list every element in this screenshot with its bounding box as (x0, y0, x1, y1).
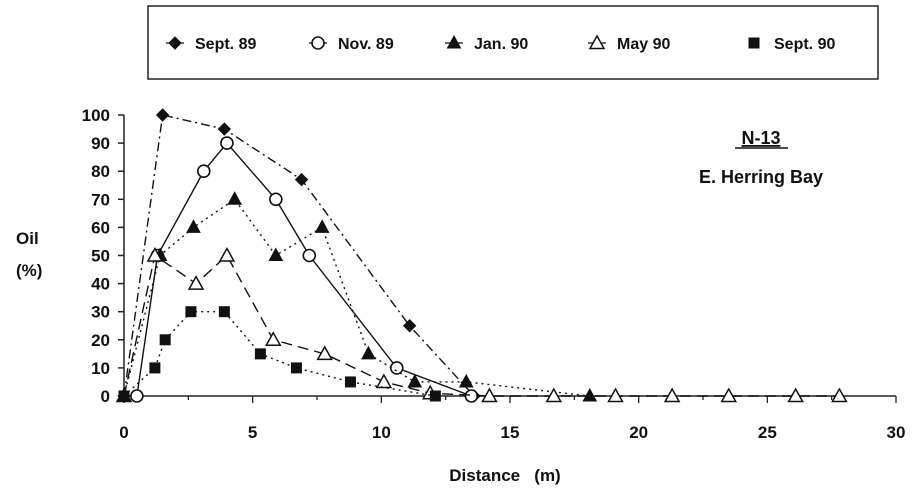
data-point (458, 373, 474, 388)
series-line (136, 142, 472, 397)
data-point (187, 275, 205, 290)
data-point (344, 376, 356, 388)
y-tick-label: 60 (91, 218, 110, 237)
x-tick-label: 30 (887, 423, 906, 442)
series-layer (115, 108, 848, 403)
y-tick-label: 90 (91, 134, 110, 153)
legend-item: Sept. 89 (166, 36, 256, 53)
data-point (429, 390, 441, 402)
series-may-90 (115, 246, 848, 403)
x-tick-label: 5 (248, 423, 257, 442)
x-tick-label: 0 (119, 423, 128, 442)
data-point (720, 387, 738, 403)
legend-marker (311, 36, 325, 50)
x-axis-ticks: 0 5 10 15 20 25 30 (119, 396, 905, 442)
x-tick-label: 25 (758, 423, 777, 442)
legend-item: Sept. 90 (748, 36, 835, 53)
data-point (481, 387, 498, 403)
data-point (159, 334, 171, 346)
series-line (123, 114, 475, 397)
y-axis-label-line-1: Oil (16, 229, 39, 248)
x-tick-label: 20 (629, 423, 648, 442)
data-point (361, 345, 376, 360)
data-point (268, 247, 284, 261)
legend-label: Sept. 90 (774, 36, 835, 53)
data-point (831, 387, 848, 403)
series-line (123, 254, 840, 397)
series-jan-90 (116, 191, 598, 402)
y-tick-label: 20 (91, 331, 110, 350)
y-tick-label: 70 (91, 190, 110, 209)
y-tick-label: 80 (91, 162, 110, 181)
data-point (407, 373, 423, 388)
y-tick-label: 0 (101, 387, 110, 406)
data-point (186, 219, 201, 233)
legend: Sept. 89 Nov. 89 Jan. 90 May 90 Sept. 90 (166, 34, 835, 53)
data-point (254, 348, 266, 360)
legend-label: Sept. 89 (195, 36, 256, 53)
data-point (316, 345, 333, 361)
station-annotation: N-13 (741, 128, 780, 148)
x-tick-label: 10 (372, 423, 391, 442)
y-tick-label: 40 (91, 275, 110, 294)
data-point (149, 362, 161, 374)
data-point (290, 362, 302, 374)
y-tick-label: 30 (91, 303, 110, 322)
data-point (787, 387, 804, 403)
data-point (375, 373, 393, 389)
data-point (302, 248, 317, 263)
data-point (185, 306, 197, 318)
legend-marker (748, 37, 760, 49)
data-point (217, 122, 232, 136)
y-tick-label: 10 (91, 359, 110, 378)
data-point (218, 306, 230, 318)
data-point (314, 219, 330, 233)
data-point (607, 387, 624, 403)
legend-marker (588, 34, 606, 50)
data-point (196, 164, 211, 178)
data-point (130, 389, 144, 403)
data-point (146, 246, 164, 262)
series-line (123, 198, 590, 397)
data-point (545, 387, 563, 403)
legend-label: May 90 (617, 36, 670, 53)
series-sept-90 (118, 306, 441, 402)
legend-item: May 90 (588, 34, 670, 53)
y-axis-label-line-2: (%) (16, 261, 42, 280)
data-point (294, 172, 309, 187)
data-point (269, 192, 283, 207)
x-axis-label: Distance (m) (449, 466, 560, 485)
data-point (227, 191, 242, 205)
location-annotation: E. Herring Bay (699, 167, 823, 187)
data-point (663, 387, 681, 403)
series-nov-89 (130, 136, 479, 403)
legend-item: Jan. 90 (445, 34, 528, 53)
legend-marker (446, 34, 462, 49)
y-tick-label: 50 (91, 247, 110, 266)
data-point (118, 390, 130, 402)
x-tick-label: 15 (501, 423, 520, 442)
legend-label: Jan. 90 (474, 36, 528, 53)
y-tick-label: 100 (82, 106, 110, 125)
y-axis-ticks: 0 10 20 30 40 50 60 70 80 90 100 (82, 106, 124, 406)
legend-item: Nov. 89 (309, 36, 394, 53)
data-point (155, 108, 170, 122)
legend-marker (168, 36, 182, 50)
data-point (582, 387, 598, 402)
series-sept-89 (117, 108, 481, 403)
data-point (218, 246, 236, 262)
legend-label: Nov. 89 (338, 36, 394, 53)
data-point (389, 361, 404, 375)
data-point (220, 136, 234, 150)
data-point (264, 331, 282, 347)
data-point (402, 319, 417, 333)
data-point (464, 389, 479, 403)
